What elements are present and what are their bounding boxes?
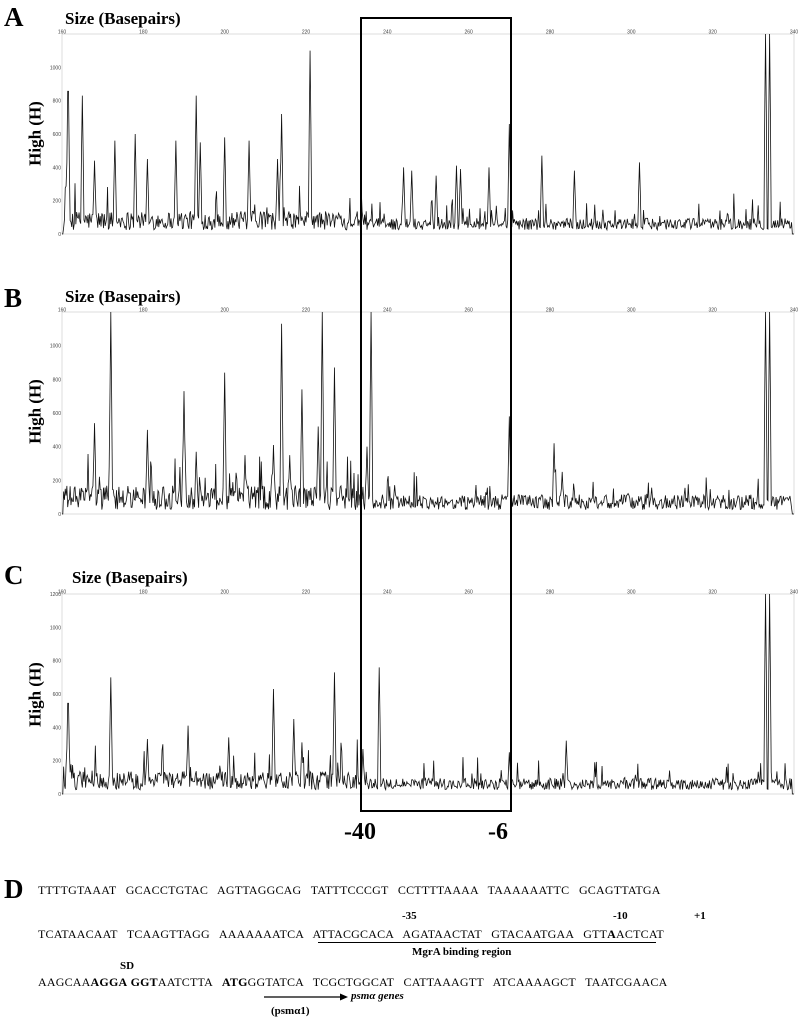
x-tick-label: 300 <box>627 308 636 314</box>
x-tick-label: 300 <box>627 30 636 36</box>
x-tick-label: 320 <box>708 308 717 314</box>
plus1-label: +1 <box>694 910 706 922</box>
panel-letter-d: D <box>4 874 24 904</box>
x-tick-label: 160 <box>58 30 67 36</box>
trace-line <box>62 33 794 235</box>
x-tick-label: 200 <box>220 30 229 36</box>
x-tick-label: 280 <box>546 30 555 36</box>
window-label-left: -40 <box>344 819 376 845</box>
psma1-label: (psmα1) <box>271 1005 310 1017</box>
x-tick-label: 180 <box>139 30 148 36</box>
x-tick-label: 160 <box>58 590 67 596</box>
x-tick-label: 220 <box>302 590 311 596</box>
sequence-line-3-part-a: AAGCAA <box>38 975 91 989</box>
panel-c-title: Size (Basepairs) <box>72 568 188 587</box>
plot-frame <box>61 593 795 795</box>
tss-base: A <box>607 927 617 941</box>
x-tick-label: 340 <box>790 308 799 314</box>
sequence-line-2-part-c: ACTCAT <box>616 927 664 941</box>
y-tick-label: 1000 <box>50 344 61 350</box>
x-tick-label: 220 <box>302 308 311 314</box>
trace-line <box>62 593 794 795</box>
mgra-binding-underline <box>318 942 656 943</box>
x-tick-label: 180 <box>139 308 148 314</box>
y-tick-label: 200 <box>53 199 62 205</box>
promoter-window-box <box>360 17 512 812</box>
panel-c-ylabel: High (H) <box>25 662 45 727</box>
plot-frame <box>61 311 795 515</box>
y-tick-label: 0 <box>58 232 61 238</box>
minus35-label: -35 <box>402 910 417 922</box>
y-tick-label: 400 <box>53 725 62 731</box>
x-tick-label: 260 <box>464 308 473 314</box>
x-tick-label: 240 <box>383 590 392 596</box>
x-tick-label: 340 <box>790 30 799 36</box>
psm-genes-label: psmα genes <box>351 990 404 1002</box>
sd-label: SD <box>120 960 135 972</box>
y-tick-label: 800 <box>53 377 62 383</box>
y-tick-label: 1200 <box>50 592 61 598</box>
x-tick-label: 260 <box>464 30 473 36</box>
panel-b-title: Size (Basepairs) <box>65 287 181 306</box>
electropherogram-b-svg: 160 180 200 220 240 260 280 300 320 340 0 200 400 600… <box>50 308 799 519</box>
y-tick-label: 600 <box>53 692 62 698</box>
y-tick-label: 0 <box>58 792 61 798</box>
panel-letter-b: B <box>4 283 23 313</box>
x-tick-label: 180 <box>139 590 148 596</box>
x-tick-label: 160 <box>58 308 67 314</box>
sequence-line-2-part-a: TCATAACAAT TCAAGTTAGG AAAAAAATCA ATTACGC… <box>38 927 608 941</box>
psm-arrow-icon <box>264 993 348 1001</box>
y-tick-label: 0 <box>58 512 61 518</box>
panel-letter-a: A <box>4 2 24 32</box>
x-tick-label: 240 <box>383 308 392 314</box>
sd-sequence-2: GGT <box>130 975 158 989</box>
x-tick-label: 320 <box>708 590 717 596</box>
x-tick-label: 200 <box>220 308 229 314</box>
panel-a-ylabel: High (H) <box>25 101 45 166</box>
x-tick-label: 220 <box>302 30 311 36</box>
electropherogram-c: 160 180 200 220 240 260 280 300 320 340 0 200 400 600… <box>50 590 799 800</box>
x-tick-label: 340 <box>790 590 799 596</box>
x-tick-label: 320 <box>708 30 717 36</box>
y-tick-label: 800 <box>53 659 62 665</box>
electropherogram-c-svg: 160 180 200 220 240 260 280 300 320 340 0 200 400 600… <box>50 590 799 799</box>
x-tick-label: 260 <box>464 590 473 596</box>
y-tick-label: 600 <box>53 411 62 417</box>
electropherogram-b: 160 180 200 220 240 260 280 300 320 340 0 200 400 600… <box>50 308 799 520</box>
minus10-label: -10 <box>613 910 628 922</box>
mgra-binding-label: MgrA binding region <box>412 946 512 958</box>
y-tick-label: 400 <box>53 165 62 171</box>
sequence-line-3-part-e: GGTATCA TCGCTGGCAT CATTAAAGTT ATCAAAAGCT… <box>247 975 668 989</box>
x-tick-label: 300 <box>627 590 636 596</box>
trace-line <box>62 311 794 515</box>
y-tick-label: 600 <box>53 132 62 138</box>
panel-letter-c: C <box>4 560 24 590</box>
sequence-line-2: TCATAACAAT TCAAGTTAGG AAAAAAATCA ATTACGC… <box>38 928 664 940</box>
x-tick-label: 280 <box>546 590 555 596</box>
sd-sequence-1: AGGA <box>90 975 128 989</box>
y-tick-label: 400 <box>53 445 62 451</box>
x-tick-label: 240 <box>383 30 392 36</box>
window-label-right: -6 <box>488 819 508 845</box>
y-tick-label: 200 <box>53 478 62 484</box>
sequence-line-3-part-d: AATCTTA <box>157 975 222 989</box>
electropherogram-a-svg: 160 180 200 220 240 260 280 300 320 340 0 200 400 600… <box>50 30 799 239</box>
y-tick-label: 1000 <box>50 625 61 631</box>
electropherogram-a: 160 180 200 220 240 260 280 300 320 340 0 200 400 600… <box>50 30 799 240</box>
x-tick-label: 200 <box>220 590 229 596</box>
y-tick-label: 200 <box>53 759 62 765</box>
panel-b-ylabel: High (H) <box>25 379 45 444</box>
x-tick-label: 280 <box>546 308 555 314</box>
y-tick-label: 800 <box>53 99 62 105</box>
panel-a-title: Size (Basepairs) <box>65 9 181 28</box>
sequence-line-1: TTTTGTAAAT GCACCTGTAC AGTTAGGCAG TATTTCC… <box>38 883 661 897</box>
sequence-line-3: AAGCAAAGGA GGTAATCTTA ATGGGTATCA TCGCTGG… <box>38 976 667 988</box>
y-tick-label: 1000 <box>50 65 61 71</box>
plot-frame <box>61 33 795 235</box>
start-codon: ATG <box>221 975 248 989</box>
